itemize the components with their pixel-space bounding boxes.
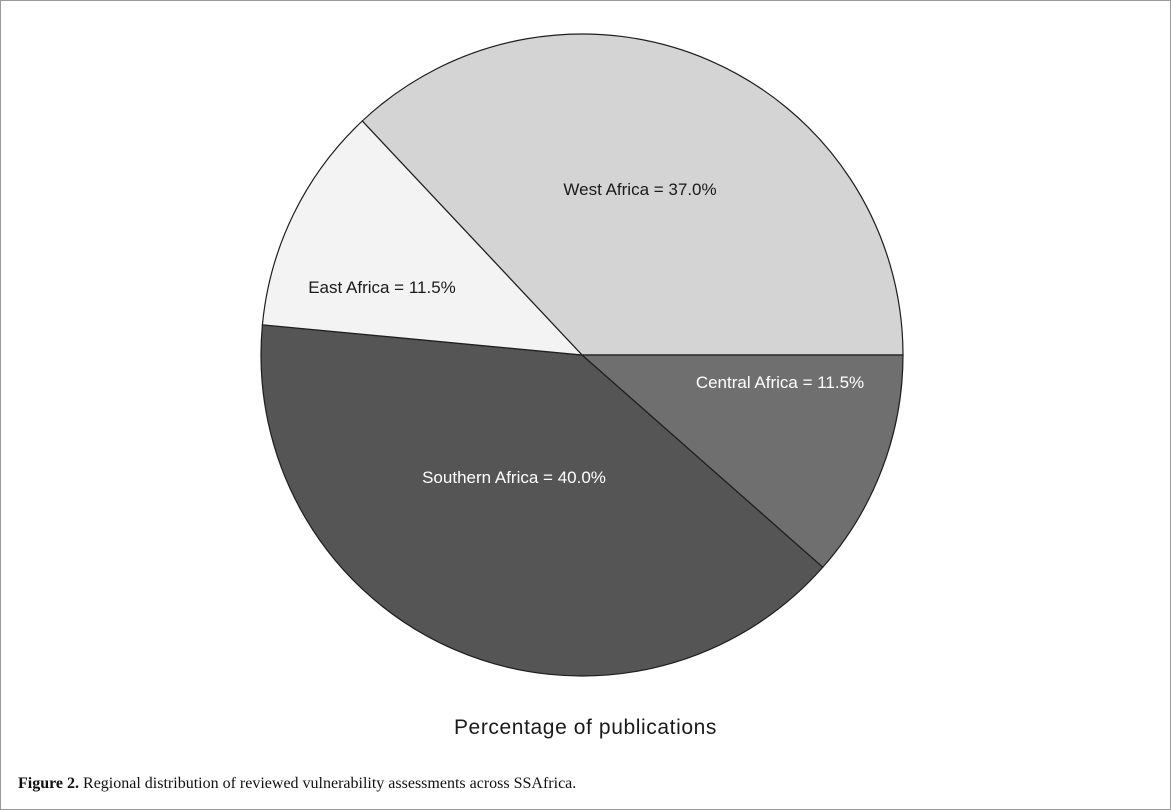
caption-text: Regional distribution of reviewed vulner…: [79, 775, 577, 792]
slice-central-africa: [580, 354, 904, 569]
label-southern-africa: Southern Africa = 40.0%: [422, 468, 606, 487]
label-central-africa: Central Africa = 11.5%: [696, 373, 864, 392]
slice-west-africa: [361, 33, 904, 356]
label-east-africa: East Africa = 11.5%: [308, 278, 456, 297]
pie-slices: [260, 33, 904, 677]
caption-lead: Figure 2.: [18, 775, 80, 792]
pie-labels: West Africa = 37.0% Central Africa = 11.5…: [308, 180, 864, 487]
slice-east-africa: [261, 120, 584, 356]
figure-caption: Figure 2. Regional distribution of revie…: [18, 775, 576, 793]
x-axis-label: Percentage of publications: [453, 716, 718, 739]
label-west-africa: West Africa = 37.0%: [563, 180, 716, 199]
slice-southern-africa: [260, 324, 824, 677]
